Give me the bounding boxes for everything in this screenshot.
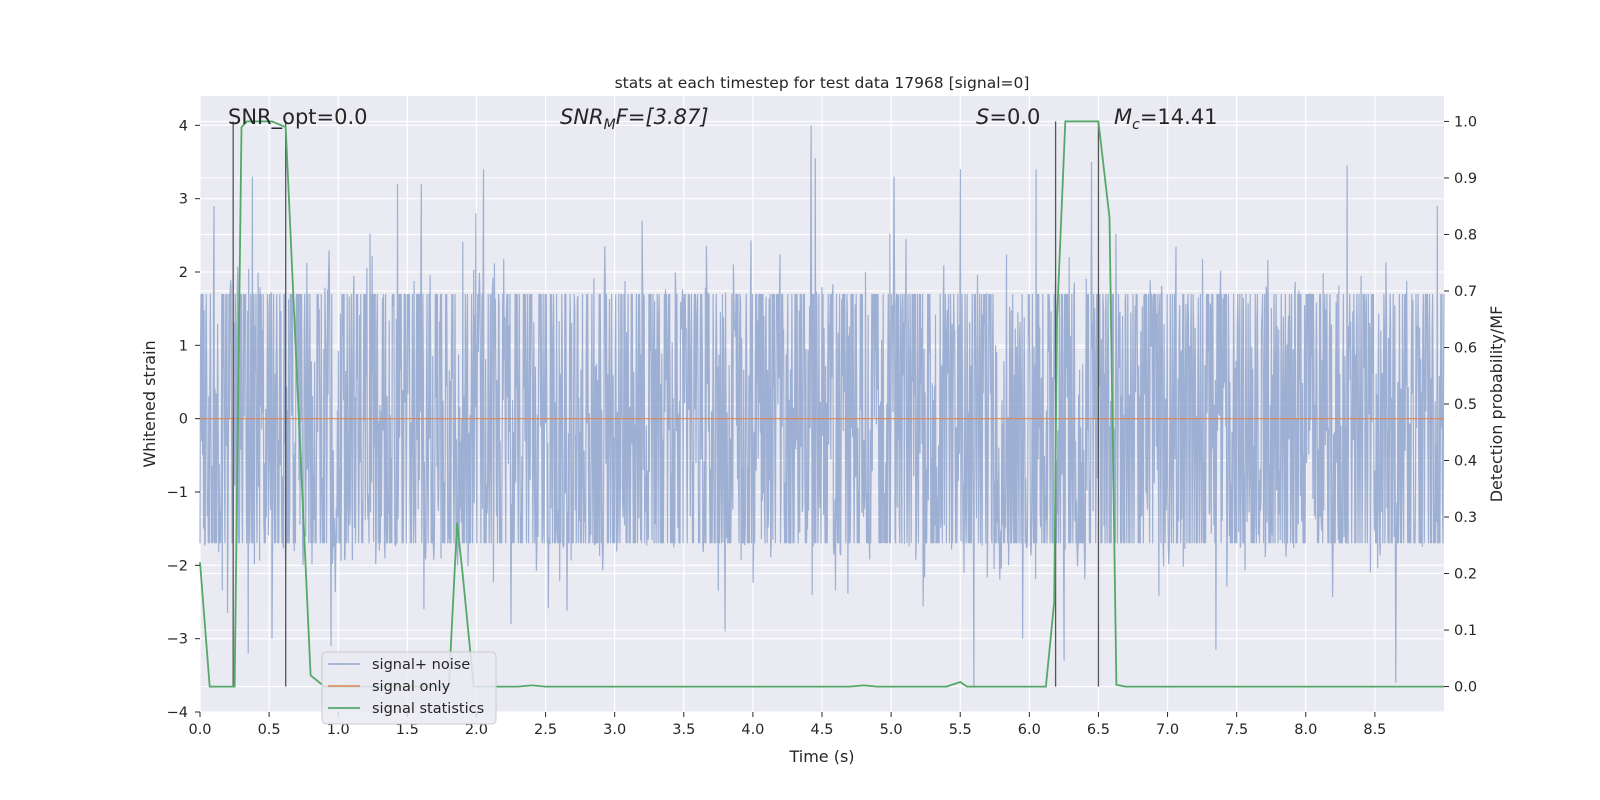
y-tick-label: 0 [179,412,188,428]
x-tick-label: 0.5 [258,722,281,738]
x-tick-label: 5.0 [880,722,903,738]
x-tick-label: 3.5 [672,722,695,738]
y2-tick-label: 0.4 [1454,454,1477,470]
x-tick-label: 7.0 [1156,722,1179,738]
y-tick-label: −3 [167,632,188,648]
x-axis-label: Time (s) [788,747,854,766]
x-tick-label: 6.5 [1087,722,1110,738]
signal-noise-series [199,125,1445,687]
y-axis-label: Whitened strain [140,340,159,467]
y-tick-label: 2 [179,265,188,281]
snr-mf-suffix: F=[3.87] [616,105,709,129]
x-tick-label: 8.0 [1294,722,1317,738]
annotation-mc: Mc=14.41 [1114,105,1218,133]
y-tick-label: −2 [167,558,188,574]
y-tick-labels: 4 3 2 1 0 −1 −2 −3 −4 [167,118,200,721]
y2-tick-label: 1.0 [1454,114,1477,130]
x-tick-label: 1.0 [327,722,350,738]
annotation-snr-opt: SNR_opt=0.0 [228,105,368,130]
y2-axis-label: Detection probability/MF [1487,306,1506,503]
x-tick-label: 7.5 [1225,722,1248,738]
legend-box [321,651,497,725]
signal-statistics-series [199,120,1444,688]
y-tick-label: −4 [167,705,188,721]
chart-title: stats at each timestep for test data 179… [615,74,1030,92]
y2-tick-label: 0.7 [1454,284,1477,300]
x-tick-label: 4.0 [741,722,764,738]
x-tick-label: 2.0 [465,722,488,738]
y-tick-label: 3 [179,192,188,208]
y2-tick-label: 0.8 [1454,227,1477,243]
y2-tick-label: 0.1 [1454,623,1477,639]
y-tick-label: −1 [167,485,188,501]
mc-val: =14.41 [1140,105,1218,129]
snr-mf-sub: M [604,117,616,133]
y2-tick-label: 0.5 [1454,397,1477,413]
x-tick-label: 4.5 [810,722,833,738]
x-tick-label: 0.0 [188,722,211,738]
y2-tick-label: 0.6 [1454,340,1477,356]
x-tick-label: 2.5 [534,722,557,738]
s-val: =0.0 [989,105,1040,129]
snr-mf-prefix: SNR [560,105,604,129]
x-tick-label: 3.0 [603,722,626,738]
legend-label-noise: signal+ noise [372,657,470,673]
legend-label-stats: signal statistics [372,701,484,717]
mc-var: M [1114,105,1132,129]
signal-noise-line [199,125,1445,687]
x-tick-label: 6.0 [1018,722,1041,738]
signal-statistics-line [199,120,1444,688]
y2-tick-label: 0.2 [1454,567,1477,583]
s-var: S [976,105,989,129]
y2-tick-labels: 1.0 0.9 0.8 0.7 0.6 0.5 0.4 0.3 0.2 0.1 0.0 [1444,114,1477,696]
x-tick-label: 1.5 [396,722,419,738]
y-tick-label: 1 [179,338,188,354]
y2-tick-label: 0.9 [1454,171,1477,187]
x-tick-label: 8.5 [1363,722,1386,738]
x-tick-label: 5.5 [949,722,972,738]
mc-sub: c [1132,117,1140,133]
x-tick-labels: 0.0 0.5 1.0 1.5 2.0 2.5 3.0 3.5 4.0 4.5 5.0 5.5 6.0 6… [188,712,1386,738]
y-tick-label: 4 [179,118,188,134]
annotation-s: S=0.0 [976,105,1040,129]
y2-tick-label: 0.0 [1454,680,1477,696]
legend: signal+ noise signal only signal statist… [321,651,497,725]
y2-tick-label: 0.3 [1454,510,1477,526]
legend-label-signal: signal only [372,679,451,695]
annotation-snr-mf: SNRMF=[3.87] [560,105,709,133]
